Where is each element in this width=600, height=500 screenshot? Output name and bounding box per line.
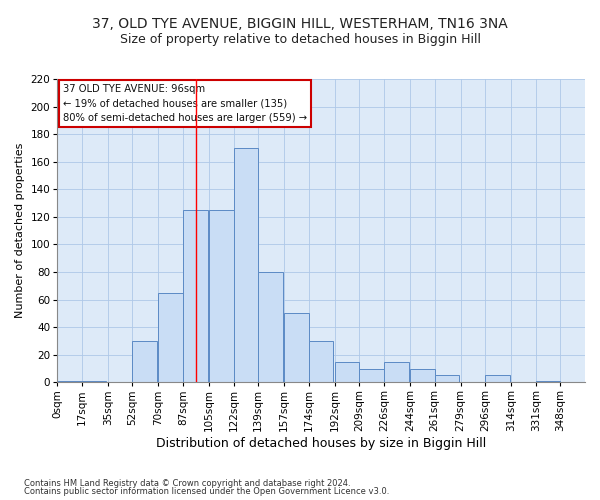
- Bar: [410, 368, 434, 382]
- Bar: [485, 376, 510, 382]
- Bar: [359, 368, 384, 382]
- Bar: [384, 362, 409, 382]
- Text: Contains HM Land Registry data © Crown copyright and database right 2024.: Contains HM Land Registry data © Crown c…: [24, 478, 350, 488]
- Bar: [434, 376, 459, 382]
- Bar: [209, 210, 233, 382]
- Text: Contains public sector information licensed under the Open Government Licence v3: Contains public sector information licen…: [24, 487, 389, 496]
- Bar: [335, 362, 359, 382]
- Bar: [183, 210, 208, 382]
- Bar: [258, 272, 283, 382]
- X-axis label: Distribution of detached houses by size in Biggin Hill: Distribution of detached houses by size …: [156, 437, 486, 450]
- Bar: [82, 381, 106, 382]
- Bar: [233, 148, 258, 382]
- Text: 37 OLD TYE AVENUE: 96sqm
← 19% of detached houses are smaller (135)
80% of semi-: 37 OLD TYE AVENUE: 96sqm ← 19% of detach…: [62, 84, 307, 123]
- Bar: [133, 341, 157, 382]
- Text: Size of property relative to detached houses in Biggin Hill: Size of property relative to detached ho…: [119, 32, 481, 46]
- Text: 37, OLD TYE AVENUE, BIGGIN HILL, WESTERHAM, TN16 3NA: 37, OLD TYE AVENUE, BIGGIN HILL, WESTERH…: [92, 18, 508, 32]
- Bar: [536, 381, 560, 382]
- Y-axis label: Number of detached properties: Number of detached properties: [15, 143, 25, 318]
- Bar: [284, 314, 309, 382]
- Bar: [57, 381, 82, 382]
- Bar: [309, 341, 334, 382]
- Bar: [158, 292, 183, 382]
